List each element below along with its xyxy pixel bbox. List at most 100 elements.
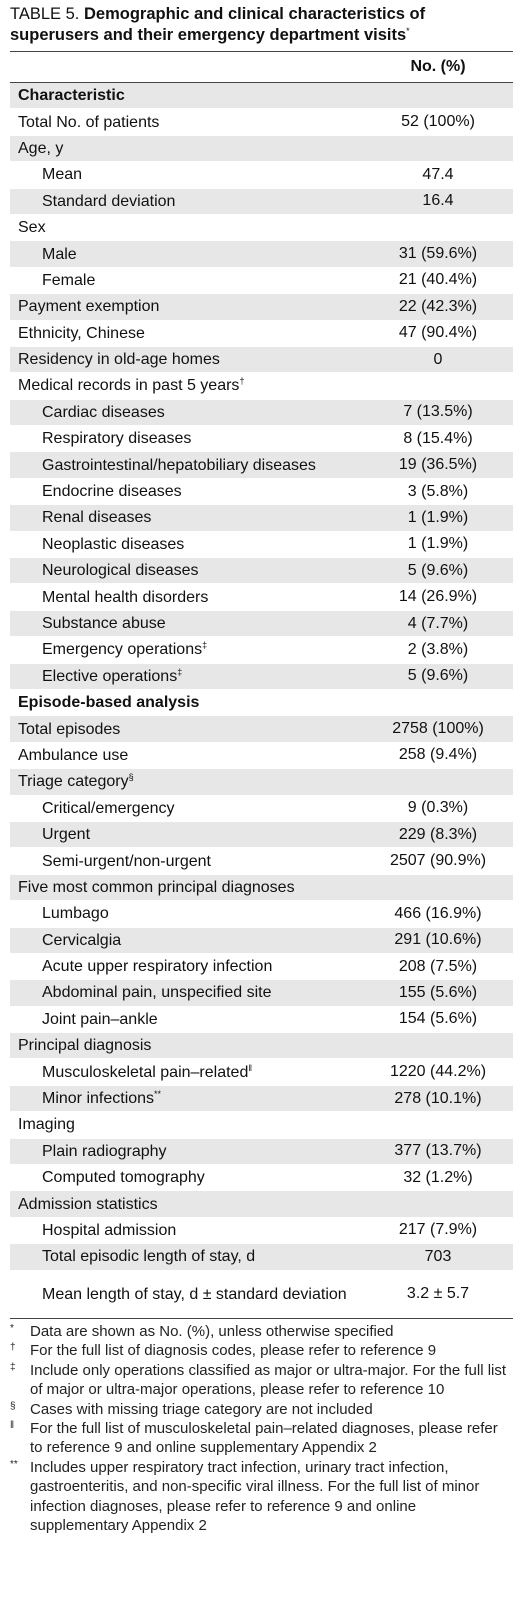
table-row: Triage category§ xyxy=(10,769,513,796)
row-value-cell: 22 (42.3%) xyxy=(363,298,513,316)
row-value: 258 (9.4%) xyxy=(398,746,478,764)
row-value: 3.2 ± 5.7 xyxy=(406,1285,470,1303)
row-label-cell: Renal diseases xyxy=(10,508,363,527)
row-value: 32 (1.2%) xyxy=(403,1168,473,1186)
row-label-cell: Characteristic xyxy=(10,86,363,105)
table-row: Mental health disorders 14 (26.9%) xyxy=(10,584,513,611)
row-value: 229 (8.3%) xyxy=(398,825,478,843)
table-row: Five most common principal diagnoses xyxy=(10,874,513,902)
row-value-cell: 155 (5.6%) xyxy=(363,984,513,1002)
row-label: Emergency operations xyxy=(42,641,203,659)
row-label-cell: Musculoskeletal pain–related‖ xyxy=(10,1063,363,1082)
column-header: No. (%) xyxy=(410,58,466,75)
row-label-cell: Semi-urgent/non-urgent xyxy=(10,852,363,871)
table-row: Emergency operations‡ 2 (3.8%) xyxy=(10,637,513,664)
row-value: 291 (10.6%) xyxy=(394,931,482,949)
row-label-cell: Critical/emergency xyxy=(10,799,363,818)
table-row: Endocrine diseases 3 (5.8%) xyxy=(10,479,513,506)
row-label: Female xyxy=(42,271,96,289)
row-label: Imaging xyxy=(18,1116,75,1134)
row-label-cell: Minor infections** xyxy=(10,1089,363,1108)
table-row: Neurological diseases 5 (9.6%) xyxy=(10,558,513,585)
row-label: Acute upper respiratory infection xyxy=(42,958,273,976)
row-value-cell: 52 (100%) xyxy=(363,113,513,131)
row-value-cell: 16.4 xyxy=(363,192,513,210)
footnote-symbol: ‡ xyxy=(10,1361,16,1373)
row-label: Payment exemption xyxy=(18,298,160,316)
row-value-cell: 291 (10.6%) xyxy=(363,931,513,949)
row-label: Neoplastic diseases xyxy=(42,535,185,553)
row-label-cell: Imaging xyxy=(10,1115,363,1134)
table-row: Ambulance use 258 (9.4%) xyxy=(10,743,513,770)
row-value: 16.4 xyxy=(422,192,454,210)
row-label-cell: Respiratory diseases xyxy=(10,429,363,448)
row-note: † xyxy=(239,376,245,387)
row-label: Semi-urgent/non-urgent xyxy=(42,852,211,870)
row-value: 8 (15.4%) xyxy=(403,429,473,447)
table-row: Abdominal pain, unspecified site 155 (5.6… xyxy=(10,980,513,1007)
table-title: TABLE 5. Demographic and clinical charac… xyxy=(10,4,490,46)
row-label-cell: Admission statistics xyxy=(10,1195,363,1214)
row-value: 52 (100%) xyxy=(401,113,475,131)
table-row: Mean length of stay, d ± standard deviat… xyxy=(10,1271,513,1319)
row-label-cell: Acute upper respiratory infection xyxy=(10,957,363,976)
row-value: 14 (26.9%) xyxy=(398,588,478,606)
row-value-cell: 377 (13.7%) xyxy=(363,1142,513,1160)
row-label: Characteristic xyxy=(18,87,125,105)
row-label: Abdominal pain, unspecified site xyxy=(42,984,272,1002)
row-value: 19 (36.5%) xyxy=(398,456,478,474)
table-row: Episode-based analysis xyxy=(10,690,513,717)
row-value: 1220 (44.2%) xyxy=(389,1063,487,1081)
row-value: 466 (16.9%) xyxy=(394,904,482,922)
row-label: Plain radiography xyxy=(42,1142,167,1160)
table-row: Mean 47.4 xyxy=(10,162,513,189)
row-label-cell: Neoplastic diseases xyxy=(10,535,363,554)
table-row: Elective operations‡ 5 (9.6%) xyxy=(10,663,513,690)
row-label: Joint pain–ankle xyxy=(42,1010,158,1028)
footnote-text: Data are shown as No. (%), unless otherw… xyxy=(30,1323,394,1340)
row-value-cell: 2758 (100%) xyxy=(363,720,513,738)
row-label: Renal diseases xyxy=(42,509,152,527)
row-label-cell: Hospital admission xyxy=(10,1221,363,1240)
table-row: Imaging xyxy=(10,1112,513,1139)
table-row: Plain radiography 377 (13.7%) xyxy=(10,1138,513,1166)
footnote: § Cases with missing triage category are … xyxy=(10,1400,513,1419)
row-label-cell: Female xyxy=(10,271,363,290)
row-label: Total episodic length of stay, d xyxy=(42,1248,256,1266)
row-value-cell: 4 (7.7%) xyxy=(363,615,513,633)
table-row: Semi-urgent/non-urgent 2507 (90.9%) xyxy=(10,848,513,875)
row-value-cell: 466 (16.9%) xyxy=(363,905,513,923)
row-label: Medical records in past 5 years xyxy=(18,377,240,395)
footnote-text: For the full list of musculoskeletal pai… xyxy=(30,1420,498,1457)
row-label-cell: Mean xyxy=(10,165,363,184)
table-row: Renal diseases 1 (1.9%) xyxy=(10,505,513,532)
row-value: 3 (5.8%) xyxy=(407,482,469,500)
footnote-symbol: * xyxy=(10,1323,14,1334)
row-value-cell: 208 (7.5%) xyxy=(363,958,513,976)
row-label-cell: Urgent xyxy=(10,825,363,844)
row-label: Episode-based analysis xyxy=(18,694,200,712)
row-label-cell: Total episodes xyxy=(10,720,363,739)
header-row: No. (%) xyxy=(10,52,513,83)
row-label: Total No. of patients xyxy=(18,113,160,131)
footnote-symbol: § xyxy=(10,1400,16,1412)
footnotes: * Data are shown as No. (%), unless other… xyxy=(10,1322,513,1535)
footnote: ‖ For the full list of musculoskeletal pa… xyxy=(10,1419,513,1458)
row-label: Residency in old-age homes xyxy=(18,351,220,369)
table-row: Computed tomography 32 (1.2%) xyxy=(10,1165,513,1192)
row-value-cell: 2 (3.8%) xyxy=(363,641,513,659)
row-value-cell: 2507 (90.9%) xyxy=(363,852,513,870)
row-value: 154 (5.6%) xyxy=(398,1010,478,1028)
row-label: Triage category xyxy=(18,773,129,791)
row-value: 278 (10.1%) xyxy=(394,1089,482,1107)
footnote-text: Include only operations classified as ma… xyxy=(30,1361,507,1399)
row-label-cell: Emergency operations‡ xyxy=(10,640,363,659)
row-value-cell: 7 (13.5%) xyxy=(363,403,513,421)
row-value-cell: 9 (0.3%) xyxy=(363,799,513,817)
row-label: Elective operations xyxy=(42,667,178,685)
row-label: Lumbago xyxy=(42,905,109,923)
row-value-cell: 229 (8.3%) xyxy=(363,826,513,844)
footnote-symbol: † xyxy=(10,1342,16,1354)
table-row: Residency in old-age homes 0 xyxy=(10,346,513,374)
row-value-cell: 5 (9.6%) xyxy=(363,562,513,580)
